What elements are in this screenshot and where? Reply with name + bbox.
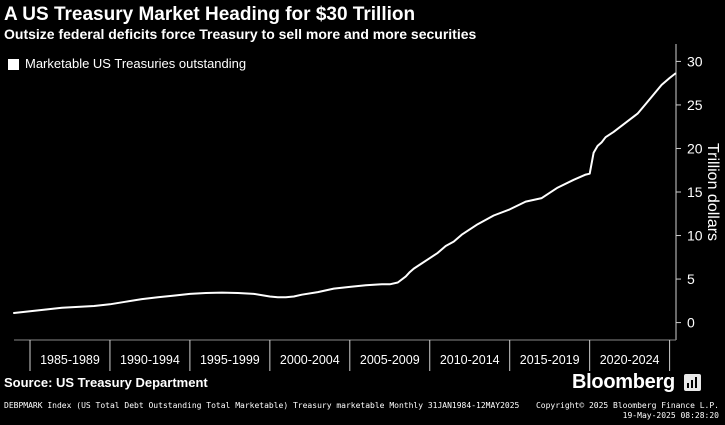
chart-axes: 0 5 10 15 20 25 30 Trillion dollars 1985-1989 199…: [14, 44, 721, 371]
x-category-label: 1985-1989: [40, 353, 100, 367]
y-tick-label: 20: [687, 140, 703, 156]
x-category-label: 1995-1999: [200, 353, 260, 367]
footer-index-note: DEBPMARK Index (US Total Debt Outstandin…: [4, 401, 520, 410]
y-tick-label: 5: [687, 271, 695, 287]
bloomberg-brand: Bloomberg: [572, 370, 701, 394]
source-note: Source: US Treasury Department: [4, 375, 208, 390]
series-line: [13, 72, 677, 314]
y-axis-label: Trillion dollars: [704, 143, 721, 241]
x-category-label: 2020-2024: [600, 353, 660, 367]
x-category-label: 2005-2009: [360, 353, 420, 367]
brand-logo: Bloomberg: [572, 371, 675, 393]
chart-subtitle: Outsize federal deficits force Treasury …: [4, 26, 477, 42]
chart-marks: [13, 72, 677, 314]
y-tick-label: 10: [687, 228, 703, 244]
bar-chart-icon: [683, 373, 701, 391]
y-tick-label: 15: [687, 184, 703, 200]
x-category-label: 1990-1994: [120, 353, 180, 367]
chart-legend: Marketable US Treasuries outstanding: [4, 56, 246, 72]
chart-title: A US Treasury Market Heading for $30 Tri…: [4, 4, 416, 25]
y-tick-label: 0: [687, 315, 695, 331]
x-category-label: 2015-2019: [520, 353, 580, 367]
x-category-label: 2010-2014: [440, 353, 500, 367]
timestamp-text: 19-May-2025 08:28:20: [622, 411, 719, 420]
legend-label: Marketable US Treasuries outstanding: [25, 56, 247, 71]
legend-swatch: [8, 58, 19, 70]
copyright-text: Copyright© 2025 Bloomberg Finance L.P.: [535, 401, 719, 410]
y-tick-label: 30: [687, 53, 703, 69]
y-tick-label: 25: [687, 97, 703, 113]
footer-copyright: Copyright© 2025 Bloomberg Finance L.P. 1…: [536, 401, 719, 421]
x-category-label: 2000-2004: [280, 353, 340, 367]
